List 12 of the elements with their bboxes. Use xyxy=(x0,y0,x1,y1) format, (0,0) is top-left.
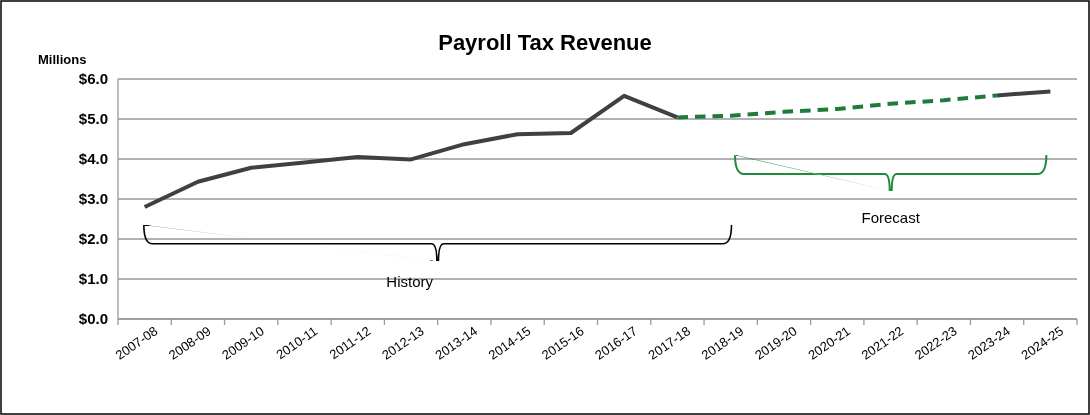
y-tick-label: $3.0 xyxy=(78,190,108,208)
chart-title: Payroll Tax Revenue xyxy=(438,30,652,55)
y-tick-label: $6.0 xyxy=(78,70,108,88)
annotation: Forecast xyxy=(861,209,921,226)
y-axis-title: Millions xyxy=(38,52,87,67)
y-tick-label: $5.0 xyxy=(78,110,108,128)
annotation: History xyxy=(386,273,434,290)
y-tick-label: $0.0 xyxy=(78,310,108,328)
y-tick-label: $2.0 xyxy=(78,230,108,248)
line-series xyxy=(675,93,1000,120)
y-tick-label: $4.0 xyxy=(78,150,108,168)
y-tick-label: $1.0 xyxy=(78,270,108,288)
